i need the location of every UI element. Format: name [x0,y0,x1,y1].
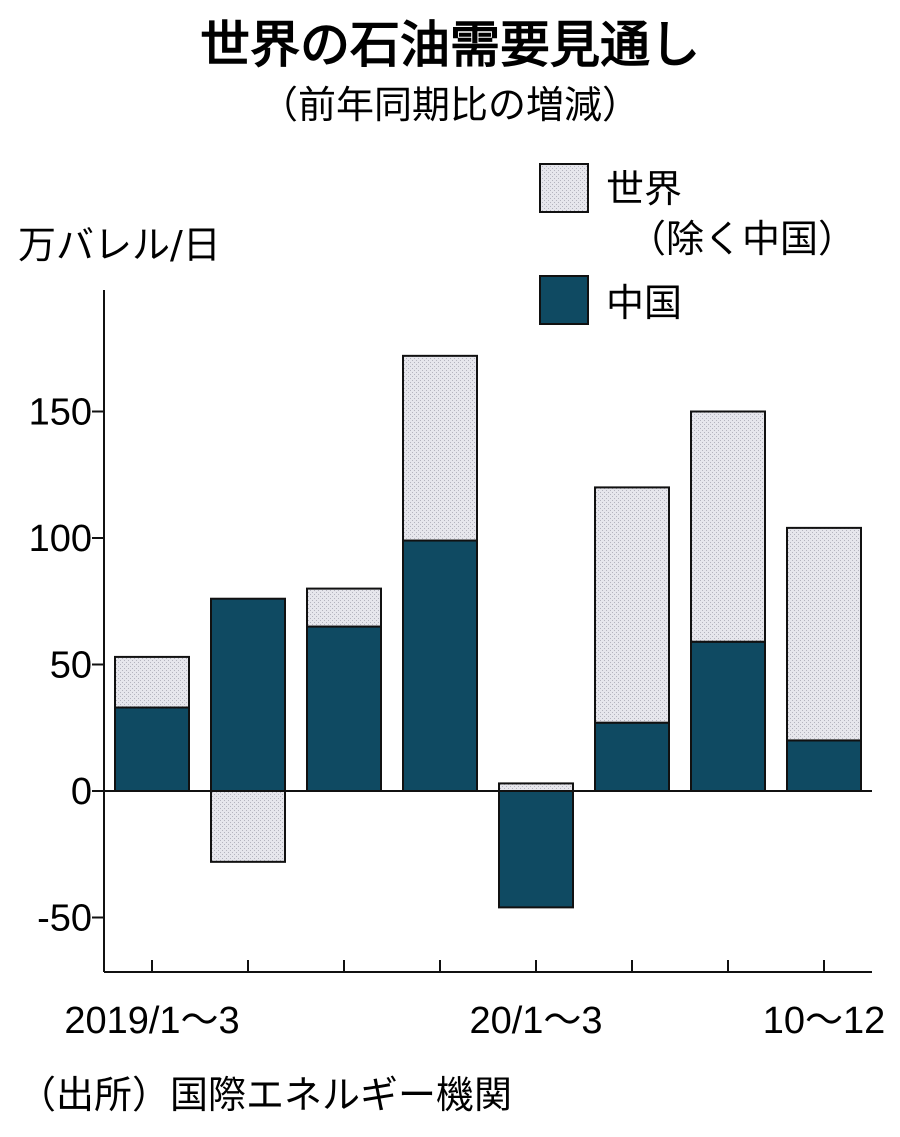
bar-china [114,706,190,793]
bar-world-ex-china [690,410,766,643]
bar-world-ex-china [594,486,670,724]
source-note: （出所）国際エネルギー機関 [18,1073,512,1117]
legend-label-world: 世界 [606,167,682,211]
bar-world-ex-china [114,655,190,709]
y-tick-label: 0 [71,771,92,813]
chart-title: 世界の石油需要見通し [200,16,700,74]
bar-china [402,539,478,793]
legend-swatch-world [539,163,589,213]
legend: 世界 （除く中国） 中国 [539,163,856,325]
bar-china [594,721,670,792]
x-tick-label: 10～12 [763,1000,886,1042]
bar-china [690,640,766,792]
legend-label-china: 中国 [606,281,682,325]
x-tick-label: 20/1～3 [469,1000,602,1042]
y-tick-label: -50 [37,898,92,940]
bar-china [498,790,574,909]
bar-world-ex-china [210,790,286,863]
chart-subtitle: （前年同期比の増減） [260,83,640,127]
y-tick-label: 50 [50,645,92,687]
bar-world-ex-china [402,354,478,542]
y-tick-label: 150 [29,392,92,434]
legend-label-world-sub: （除く中国） [628,217,856,261]
legend-swatch-china [539,275,589,325]
y-axis-unit-label: 万バレル/日 [18,223,221,267]
bar-china [306,625,382,792]
bar-china [210,597,286,792]
x-tick-label: 2019/1～3 [64,1000,239,1042]
bar-china [786,739,862,793]
bar-world-ex-china [786,526,862,742]
bar-world-ex-china [498,782,574,792]
plot-area: -50 0 50 100 150 2019/1～3 20/1～3 10～12 [29,290,886,1042]
y-tick-label: 100 [29,518,92,560]
bar-world-ex-china [306,587,382,628]
